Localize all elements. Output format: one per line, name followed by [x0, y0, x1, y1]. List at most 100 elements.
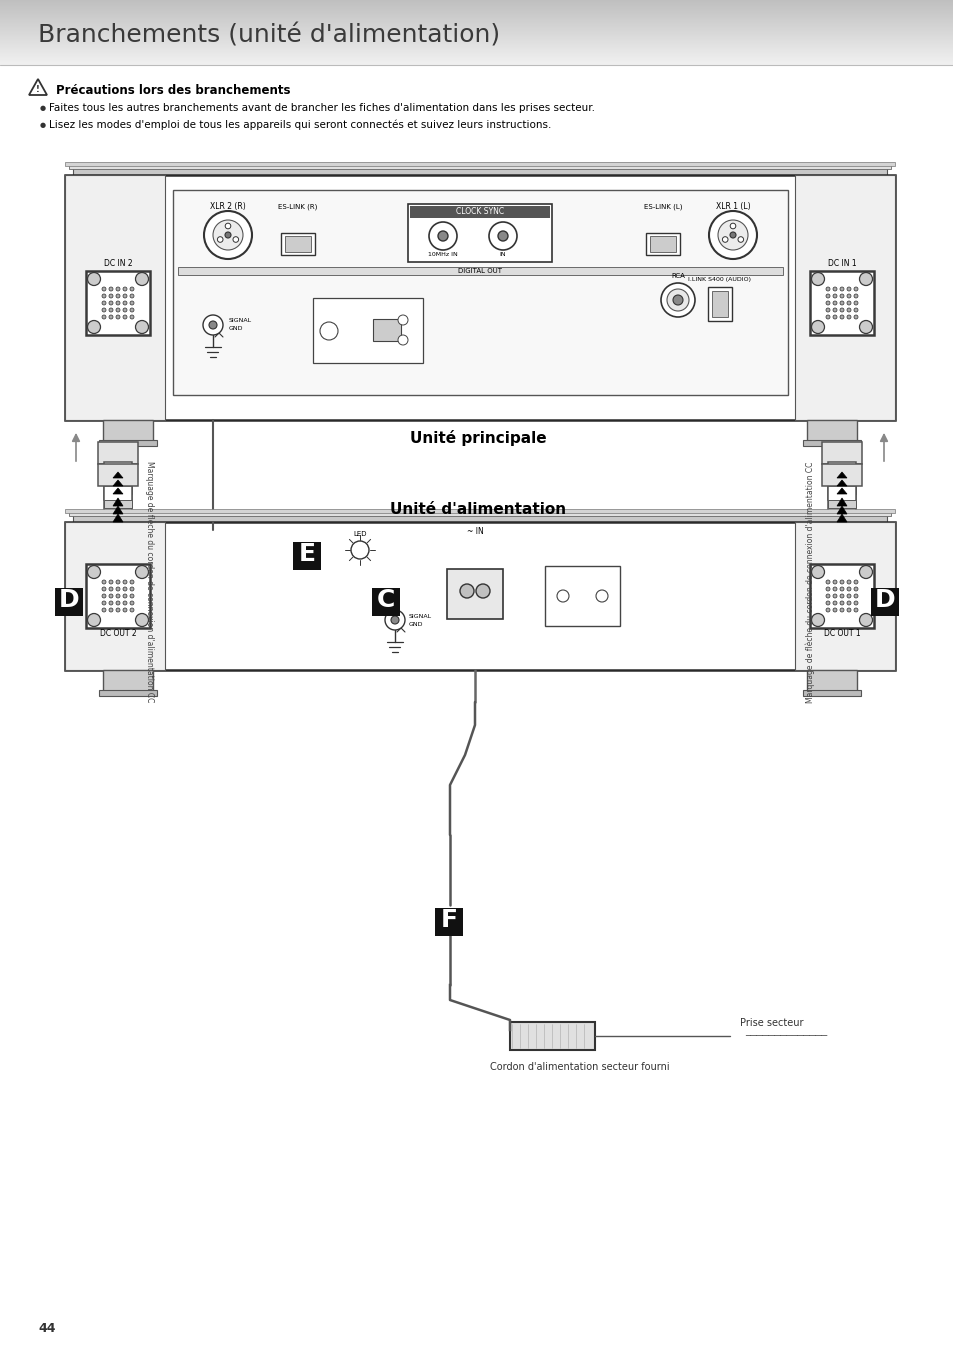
Circle shape	[429, 221, 456, 250]
Circle shape	[666, 289, 688, 310]
Circle shape	[116, 608, 120, 612]
Polygon shape	[836, 514, 846, 522]
Circle shape	[859, 320, 872, 333]
Polygon shape	[112, 472, 123, 478]
Circle shape	[840, 315, 843, 319]
Polygon shape	[836, 498, 846, 506]
Circle shape	[708, 211, 757, 259]
Text: ●: ●	[40, 122, 46, 128]
Polygon shape	[836, 506, 846, 514]
Circle shape	[209, 321, 216, 329]
Circle shape	[123, 608, 127, 612]
Circle shape	[130, 608, 133, 612]
Text: C: C	[376, 589, 395, 612]
Circle shape	[832, 301, 836, 305]
Bar	[435, 909, 462, 936]
Bar	[106, 498, 130, 514]
Circle shape	[825, 301, 829, 305]
Circle shape	[88, 320, 100, 333]
Text: XLR 2 (R): XLR 2 (R)	[210, 202, 246, 212]
Circle shape	[459, 585, 474, 598]
Text: CLOCK SYNC: CLOCK SYNC	[456, 208, 503, 216]
Bar	[86, 271, 150, 335]
Bar	[827, 486, 855, 524]
Text: DC OUT 2: DC OUT 2	[99, 629, 136, 639]
Text: ~ IN: ~ IN	[466, 528, 483, 536]
Circle shape	[116, 288, 120, 292]
Circle shape	[130, 308, 133, 312]
Circle shape	[859, 566, 872, 579]
Bar	[103, 670, 152, 693]
Circle shape	[825, 608, 829, 612]
Circle shape	[351, 541, 369, 559]
Text: F: F	[440, 909, 457, 931]
Circle shape	[123, 301, 127, 305]
Bar	[649, 236, 676, 252]
Circle shape	[116, 315, 120, 319]
Circle shape	[596, 590, 607, 602]
Circle shape	[102, 601, 106, 605]
Bar	[104, 486, 132, 494]
Circle shape	[109, 587, 112, 591]
Circle shape	[853, 608, 857, 612]
Circle shape	[811, 566, 823, 579]
Text: ●: ●	[40, 105, 46, 111]
Text: D: D	[59, 589, 79, 612]
Circle shape	[846, 580, 850, 585]
Circle shape	[109, 608, 112, 612]
Circle shape	[123, 580, 127, 585]
Bar	[99, 690, 157, 697]
Bar	[73, 167, 886, 176]
Circle shape	[853, 315, 857, 319]
Circle shape	[832, 308, 836, 312]
Circle shape	[225, 223, 231, 228]
Bar	[408, 204, 552, 262]
Circle shape	[225, 232, 231, 238]
Bar	[821, 464, 862, 486]
Bar	[98, 464, 138, 486]
Circle shape	[123, 288, 127, 292]
Circle shape	[116, 580, 120, 585]
Bar	[645, 234, 679, 255]
Circle shape	[116, 308, 120, 312]
Circle shape	[832, 580, 836, 585]
Circle shape	[832, 294, 836, 298]
Bar	[104, 510, 132, 518]
Circle shape	[832, 288, 836, 292]
Circle shape	[729, 223, 735, 228]
Bar	[821, 441, 862, 464]
Circle shape	[109, 594, 112, 598]
Polygon shape	[112, 487, 123, 494]
Bar	[827, 462, 855, 500]
Circle shape	[846, 308, 850, 312]
Circle shape	[130, 315, 133, 319]
Circle shape	[116, 301, 120, 305]
Circle shape	[825, 288, 829, 292]
Polygon shape	[836, 487, 846, 494]
Circle shape	[718, 220, 747, 250]
Circle shape	[846, 301, 850, 305]
Text: Marquage de flèche du cordon de connexion d'alimentation CC: Marquage de flèche du cordon de connexio…	[145, 462, 154, 703]
Circle shape	[832, 608, 836, 612]
Text: ES-LINK (R): ES-LINK (R)	[278, 204, 317, 211]
Circle shape	[840, 601, 843, 605]
Circle shape	[853, 288, 857, 292]
Circle shape	[832, 594, 836, 598]
Text: D: D	[874, 589, 894, 612]
Circle shape	[217, 236, 223, 242]
Circle shape	[109, 294, 112, 298]
Circle shape	[391, 616, 398, 624]
Circle shape	[123, 294, 127, 298]
Circle shape	[840, 294, 843, 298]
Circle shape	[846, 594, 850, 598]
Bar	[104, 500, 132, 508]
Circle shape	[116, 601, 120, 605]
Text: IN: IN	[499, 252, 506, 258]
Text: Unité principale: Unité principale	[409, 431, 546, 446]
Circle shape	[130, 294, 133, 298]
Text: DIGITAL OUT: DIGITAL OUT	[457, 269, 501, 274]
Circle shape	[859, 613, 872, 626]
Circle shape	[135, 273, 149, 285]
Circle shape	[846, 294, 850, 298]
Bar	[711, 292, 727, 317]
